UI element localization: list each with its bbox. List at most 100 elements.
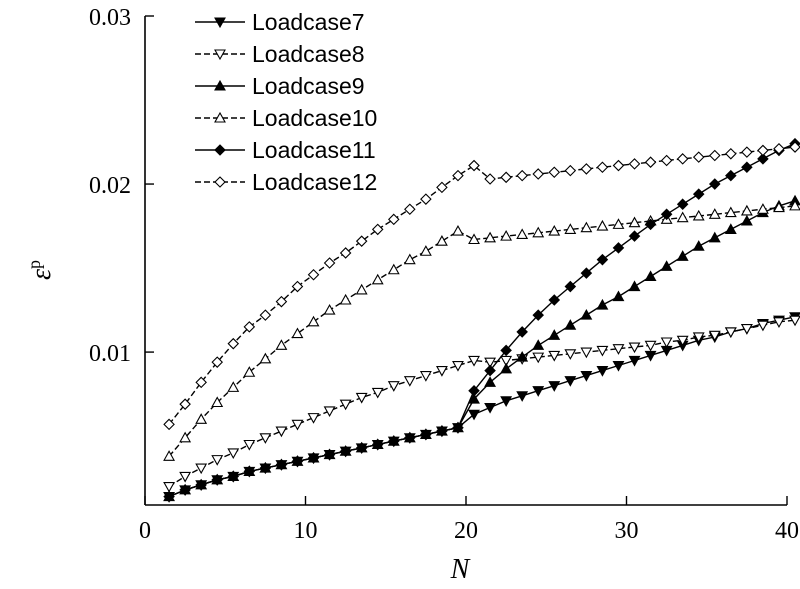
legend-label: Loadcase9 bbox=[252, 73, 365, 99]
data-point bbox=[163, 490, 175, 503]
data-point bbox=[676, 211, 689, 223]
series-line bbox=[168, 319, 796, 488]
data-point bbox=[323, 406, 336, 418]
data-point bbox=[548, 381, 561, 392]
data-point bbox=[500, 362, 513, 374]
data-point bbox=[404, 203, 416, 216]
data-point bbox=[275, 339, 288, 350]
data-point bbox=[596, 298, 609, 310]
data-point bbox=[548, 224, 561, 236]
data-point bbox=[307, 269, 320, 281]
data-point bbox=[516, 228, 529, 240]
data-point bbox=[195, 479, 207, 491]
data-point bbox=[708, 330, 721, 342]
data-point bbox=[403, 376, 416, 387]
x-tick-label: 20 bbox=[454, 518, 478, 544]
series-line bbox=[168, 205, 796, 457]
legend-label: Loadcase7 bbox=[252, 9, 365, 35]
data-point bbox=[436, 425, 448, 437]
data-point bbox=[724, 206, 737, 218]
y-axis-title-superscript: p bbox=[24, 260, 44, 269]
data-point bbox=[580, 267, 593, 279]
data-point bbox=[500, 230, 513, 241]
data-point bbox=[419, 245, 432, 256]
data-point bbox=[484, 402, 497, 414]
data-point bbox=[596, 345, 609, 357]
data-point bbox=[548, 329, 561, 340]
data-point bbox=[468, 355, 480, 367]
data-point bbox=[163, 481, 176, 493]
data-point bbox=[789, 315, 800, 327]
data-point bbox=[500, 171, 512, 184]
data-point bbox=[676, 153, 689, 165]
data-point bbox=[163, 418, 175, 431]
legend-label: Loadcase10 bbox=[252, 105, 377, 131]
data-point bbox=[195, 413, 208, 424]
data-point bbox=[243, 439, 256, 451]
legend-entry: Loadcase7 bbox=[195, 9, 365, 35]
data-point bbox=[612, 344, 625, 355]
data-point bbox=[420, 428, 432, 441]
data-point bbox=[323, 257, 336, 269]
data-point bbox=[355, 283, 368, 295]
data-point bbox=[564, 280, 577, 293]
data-point bbox=[355, 442, 368, 454]
data-point bbox=[227, 337, 240, 350]
data-point bbox=[676, 335, 689, 347]
data-point bbox=[403, 253, 416, 265]
series-group bbox=[163, 137, 800, 503]
plot-area bbox=[144, 16, 787, 506]
data-point bbox=[708, 178, 721, 190]
data-point bbox=[564, 223, 577, 234]
data-point bbox=[452, 360, 464, 372]
data-point bbox=[708, 208, 721, 219]
data-point bbox=[532, 339, 545, 350]
data-point bbox=[211, 356, 224, 368]
data-point bbox=[468, 159, 480, 172]
data-point bbox=[708, 231, 721, 243]
data-point bbox=[339, 399, 352, 411]
data-point bbox=[339, 293, 352, 305]
data-point bbox=[355, 235, 368, 247]
data-point bbox=[757, 153, 769, 165]
data-point bbox=[179, 484, 191, 496]
series-loadcase12 bbox=[163, 141, 800, 431]
data-point bbox=[179, 431, 192, 443]
y-axis-title: εp bbox=[24, 260, 57, 280]
data-point bbox=[516, 391, 529, 402]
legend-marker bbox=[214, 17, 226, 29]
x-tick-label: 40 bbox=[775, 518, 799, 544]
data-point bbox=[435, 235, 448, 246]
data-point bbox=[419, 371, 432, 382]
legend-marker bbox=[214, 111, 226, 123]
data-point bbox=[291, 455, 304, 468]
data-point bbox=[580, 371, 593, 382]
data-point bbox=[243, 366, 256, 377]
data-point bbox=[532, 168, 545, 180]
y-tick-label: 0.02 bbox=[89, 173, 131, 199]
data-point bbox=[484, 364, 496, 377]
data-point bbox=[548, 350, 561, 362]
data-point bbox=[644, 218, 657, 231]
data-point bbox=[548, 166, 561, 179]
data-point bbox=[195, 376, 207, 389]
y-tick-label: 0.03 bbox=[89, 5, 131, 31]
data-point bbox=[596, 219, 609, 231]
data-point bbox=[612, 360, 625, 372]
data-point bbox=[468, 384, 480, 397]
data-point bbox=[323, 448, 336, 461]
data-point bbox=[227, 381, 240, 392]
data-point bbox=[404, 432, 416, 444]
data-point bbox=[773, 142, 785, 155]
series-line bbox=[168, 146, 796, 425]
data-point bbox=[516, 169, 528, 182]
series-loadcase9 bbox=[163, 194, 800, 502]
data-point bbox=[612, 290, 625, 302]
data-point bbox=[692, 188, 705, 200]
data-point bbox=[371, 387, 384, 399]
data-point bbox=[307, 452, 320, 464]
data-point bbox=[612, 159, 625, 172]
legend: Loadcase7 Loadcase8 Loadcase9 Loadcase10 Loa… bbox=[195, 9, 377, 195]
x-tick-label: 0 bbox=[139, 518, 151, 544]
